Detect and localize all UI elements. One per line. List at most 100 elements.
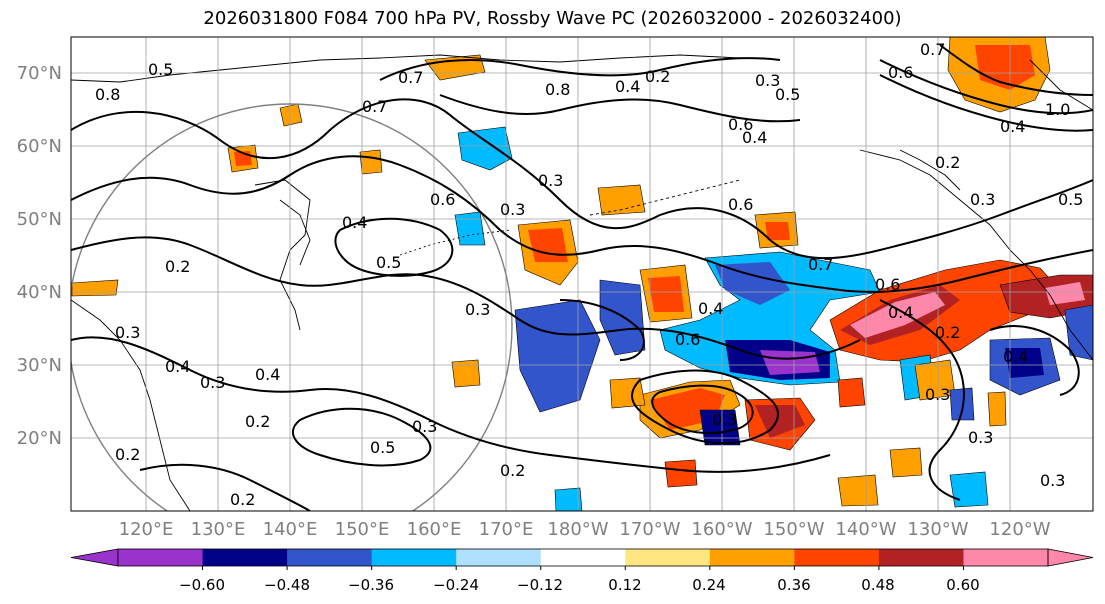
- coastline: [254, 179, 311, 331]
- contour-label: 0.4: [1000, 117, 1025, 136]
- coastline: [71, 299, 191, 511]
- contour-label: 0.3: [115, 323, 140, 342]
- contour-label: 0.5: [370, 438, 395, 457]
- contour-label: 0.2: [645, 67, 670, 86]
- shade-positive: [987, 391, 1007, 427]
- longitude-axis: 120°E 130°E 140°E 150°E 160°E 170°E 180°…: [119, 519, 1051, 540]
- contour-label: 0.2: [230, 490, 255, 509]
- pv-anomaly-shading: [71, 37, 1093, 511]
- map-panel: 0.7 0.8 0.5 0.7 0.8 0.2 0.4 0.3 0.5 0.6 …: [70, 36, 1094, 512]
- shade-negative: [949, 471, 989, 508]
- pv-contour: [71, 98, 1093, 260]
- contour-label: 0.3: [1040, 471, 1065, 490]
- contour-label: 0.6: [675, 330, 700, 349]
- lon-label: 140°E: [263, 519, 318, 540]
- latitude-axis: 70°N 60°N 50°N 40°N 30°N 20°N: [17, 63, 62, 449]
- contour-label: 0.6: [875, 275, 900, 294]
- contour-label: 0.4: [615, 77, 640, 96]
- contour-label: 1.0: [1045, 100, 1070, 119]
- reference-circle: [71, 103, 513, 511]
- pv-contour: [939, 44, 1093, 96]
- colorbar-tick-label: −0.12: [517, 576, 563, 594]
- pv-contour: [989, 325, 1080, 396]
- lon-label: 160°E: [407, 519, 462, 540]
- colorbar-ticks: −0.60 −0.48 −0.36 −0.24 −0.12 0.12 0.24 …: [179, 566, 980, 594]
- contour-label: 0.4: [165, 357, 190, 376]
- lat-label-70n: 70°N: [17, 63, 62, 84]
- lon-label: 130°W: [907, 519, 968, 540]
- contour-label: 0.8: [545, 80, 570, 99]
- shade-positive: [451, 359, 481, 388]
- contour-label: 0.3: [500, 200, 525, 219]
- shade-positive: [359, 149, 383, 175]
- shade-positive: [597, 184, 646, 216]
- contour-label: 0.3: [200, 373, 225, 392]
- contour-label: 0.6: [888, 63, 913, 82]
- contour-label: 0.7: [398, 68, 423, 87]
- contour-label: 0.4: [888, 303, 913, 322]
- colorbar-tick-label: 0.48: [861, 576, 894, 594]
- contour-label: 0.3: [970, 190, 995, 209]
- contour-label: 0.5: [376, 253, 401, 272]
- lat-label-30n: 30°N: [17, 355, 62, 376]
- shade-positive: [850, 292, 945, 338]
- pv-contours: [71, 44, 1093, 511]
- colorbar-extend-high: [1047, 548, 1094, 567]
- contour-label: 0.3: [712, 410, 737, 429]
- contour-label: 0.4: [698, 299, 723, 318]
- colorbar-cell: [540, 549, 626, 566]
- contour-label: 0.3: [412, 417, 437, 436]
- contour-label: 0.2: [935, 323, 960, 342]
- coastline: [859, 149, 1093, 361]
- colorbar-tick-label: −0.48: [264, 576, 310, 594]
- lat-label-40n: 40°N: [17, 282, 62, 303]
- contour-label: 0.3: [755, 71, 780, 90]
- lon-label: 170°W: [619, 519, 680, 540]
- pv-contour: [879, 59, 1093, 115]
- shade-positive: [765, 222, 790, 240]
- colorbar-extend-low: [70, 548, 119, 567]
- lon-label: 170°E: [479, 519, 534, 540]
- contour-label: 0.6: [430, 190, 455, 209]
- contour-label: 0.3: [465, 300, 490, 319]
- contour-label: 0.2: [245, 412, 270, 431]
- shade-negative: [554, 487, 583, 511]
- contour-label: 0.4: [255, 365, 280, 384]
- shade-negative: [715, 262, 790, 305]
- shade-positive: [837, 377, 866, 408]
- contour-label: 0.2: [500, 461, 525, 480]
- pv-contour: [379, 57, 781, 81]
- pv-contour: [879, 74, 1093, 132]
- contour-label: 0.7: [808, 255, 833, 274]
- lon-label: 150°E: [335, 519, 390, 540]
- contour-label: 0.2: [115, 445, 140, 464]
- colorbar-tick-label: −0.60: [179, 576, 225, 594]
- lon-label: 120°W: [989, 519, 1050, 540]
- lon-label: 160°W: [691, 519, 752, 540]
- contour-label: 0.6: [728, 115, 753, 134]
- lat-label-60n: 60°N: [17, 136, 62, 157]
- colorbar-frame: [117, 548, 1049, 567]
- coastline: [899, 149, 961, 191]
- contour-label: 0.2: [165, 257, 190, 276]
- colorbar-cell: [202, 549, 288, 566]
- coastlines: [71, 54, 1093, 511]
- shade-negative: [1064, 304, 1093, 361]
- lon-label: 150°W: [763, 519, 824, 540]
- pv-contour: [71, 336, 831, 473]
- lon-label: 180°W: [547, 519, 608, 540]
- lat-label-50n: 50°N: [17, 209, 62, 230]
- colorbar-tick-label: −0.24: [433, 576, 479, 594]
- shade-positive: [71, 279, 119, 297]
- shade-negative: [949, 387, 975, 421]
- contour-label: 0.7: [362, 97, 387, 116]
- pv-contour: [559, 299, 645, 361]
- shade-negative: [1005, 348, 1044, 378]
- lon-label: 120°E: [119, 519, 174, 540]
- lon-label: 140°W: [835, 519, 896, 540]
- pv-contour: [71, 155, 1093, 293]
- shade-positive: [755, 405, 805, 438]
- colorbar-tick-label: 0.12: [608, 576, 641, 594]
- shade-positive: [609, 377, 646, 409]
- pv-contour: [879, 299, 965, 501]
